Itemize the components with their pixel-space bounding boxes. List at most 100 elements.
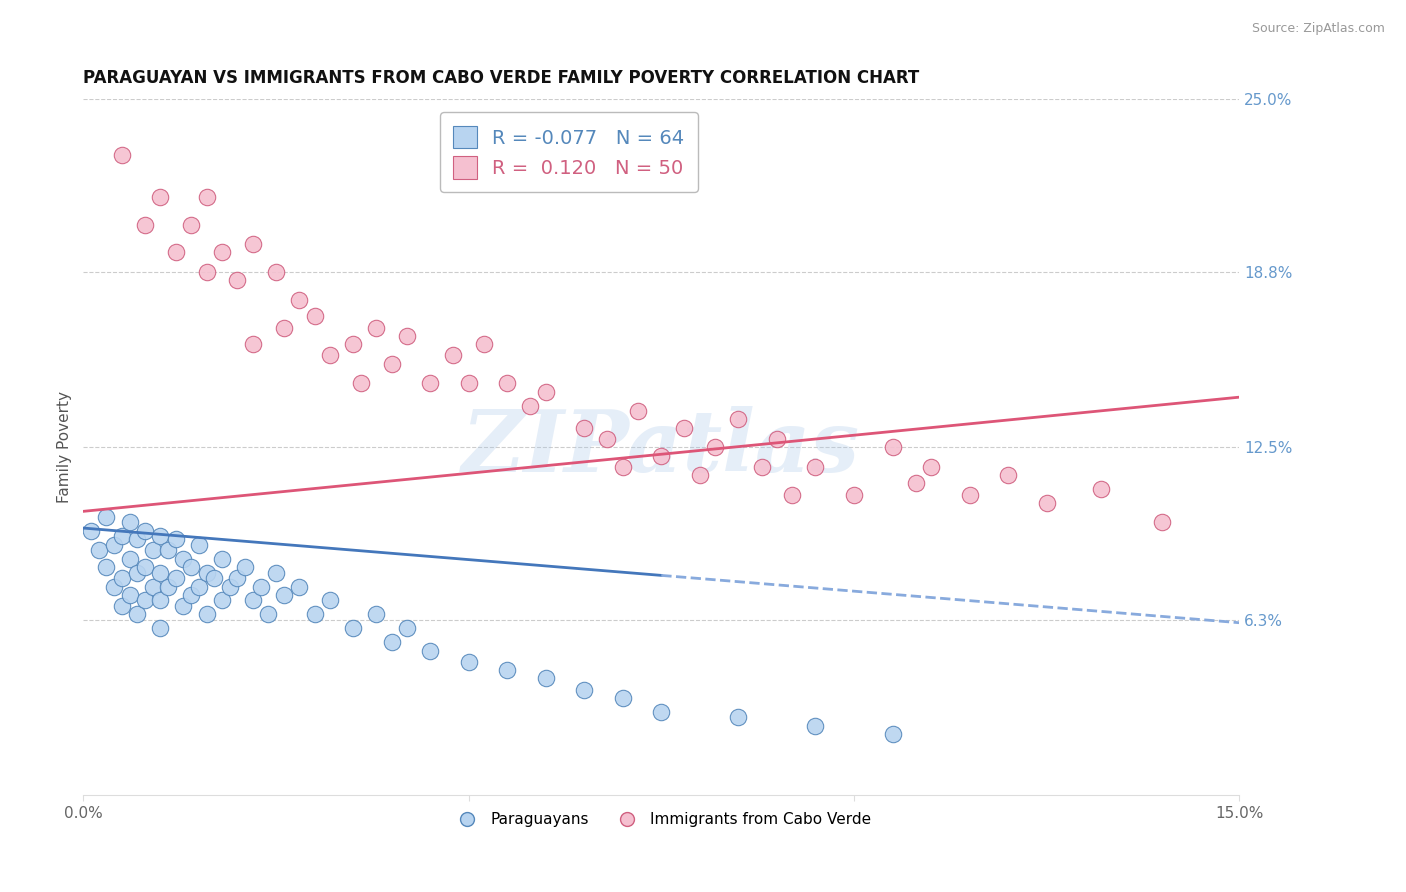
Point	[727, 412, 749, 426]
Point	[127, 532, 149, 546]
Point	[134, 524, 156, 538]
Point	[612, 690, 634, 705]
Point	[149, 189, 172, 203]
Point	[766, 432, 789, 446]
Point	[419, 643, 441, 657]
Point	[180, 588, 202, 602]
Point	[242, 593, 264, 607]
Point	[627, 404, 650, 418]
Point	[211, 245, 233, 260]
Point	[273, 320, 295, 334]
Point	[111, 571, 134, 585]
Point	[273, 588, 295, 602]
Point	[596, 432, 619, 446]
Point	[751, 459, 773, 474]
Text: PARAGUAYAN VS IMMIGRANTS FROM CABO VERDE FAMILY POVERTY CORRELATION CHART: PARAGUAYAN VS IMMIGRANTS FROM CABO VERDE…	[83, 69, 920, 87]
Point	[187, 538, 209, 552]
Point	[142, 580, 165, 594]
Point	[195, 265, 218, 279]
Point	[118, 588, 141, 602]
Point	[288, 580, 311, 594]
Point	[180, 218, 202, 232]
Point	[87, 543, 110, 558]
Point	[157, 580, 180, 594]
Point	[257, 607, 280, 622]
Point	[704, 440, 727, 454]
Point	[304, 310, 326, 324]
Point	[441, 348, 464, 362]
Point	[997, 468, 1019, 483]
Point	[650, 449, 672, 463]
Point	[457, 655, 479, 669]
Point	[472, 337, 495, 351]
Point	[673, 421, 696, 435]
Point	[319, 348, 342, 362]
Point	[319, 593, 342, 607]
Point	[187, 580, 209, 594]
Point	[134, 593, 156, 607]
Point	[195, 566, 218, 580]
Point	[165, 532, 187, 546]
Point	[350, 376, 373, 391]
Point	[689, 468, 711, 483]
Point	[882, 440, 904, 454]
Point	[1035, 496, 1057, 510]
Legend: Paraguayans, Immigrants from Cabo Verde: Paraguayans, Immigrants from Cabo Verde	[446, 805, 877, 833]
Point	[103, 538, 125, 552]
Point	[496, 663, 519, 677]
Point	[149, 621, 172, 635]
Point	[804, 459, 827, 474]
Point	[519, 399, 541, 413]
Point	[127, 566, 149, 580]
Point	[233, 560, 256, 574]
Point	[395, 329, 418, 343]
Point	[142, 543, 165, 558]
Point	[157, 543, 180, 558]
Point	[288, 293, 311, 307]
Point	[96, 509, 118, 524]
Point	[534, 672, 557, 686]
Point	[202, 571, 225, 585]
Point	[118, 551, 141, 566]
Point	[127, 607, 149, 622]
Point	[395, 621, 418, 635]
Point	[534, 384, 557, 399]
Point	[920, 459, 942, 474]
Point	[959, 488, 981, 502]
Point	[612, 459, 634, 474]
Point	[134, 560, 156, 574]
Point	[118, 516, 141, 530]
Point	[249, 580, 271, 594]
Text: ZIPatlas: ZIPatlas	[463, 406, 860, 489]
Point	[242, 337, 264, 351]
Point	[304, 607, 326, 622]
Point	[226, 273, 249, 287]
Point	[496, 376, 519, 391]
Point	[1090, 482, 1112, 496]
Point	[366, 320, 388, 334]
Point	[842, 488, 865, 502]
Point	[366, 607, 388, 622]
Point	[149, 566, 172, 580]
Point	[242, 237, 264, 252]
Point	[381, 357, 404, 371]
Point	[381, 635, 404, 649]
Point	[149, 529, 172, 543]
Point	[172, 551, 194, 566]
Y-axis label: Family Poverty: Family Poverty	[58, 392, 72, 503]
Point	[457, 376, 479, 391]
Text: Source: ZipAtlas.com: Source: ZipAtlas.com	[1251, 22, 1385, 36]
Point	[264, 566, 287, 580]
Point	[195, 189, 218, 203]
Point	[211, 593, 233, 607]
Point	[149, 593, 172, 607]
Point	[727, 710, 749, 724]
Point	[195, 607, 218, 622]
Point	[111, 148, 134, 162]
Point	[226, 571, 249, 585]
Point	[882, 727, 904, 741]
Point	[80, 524, 103, 538]
Point	[342, 337, 364, 351]
Point	[96, 560, 118, 574]
Point	[165, 245, 187, 260]
